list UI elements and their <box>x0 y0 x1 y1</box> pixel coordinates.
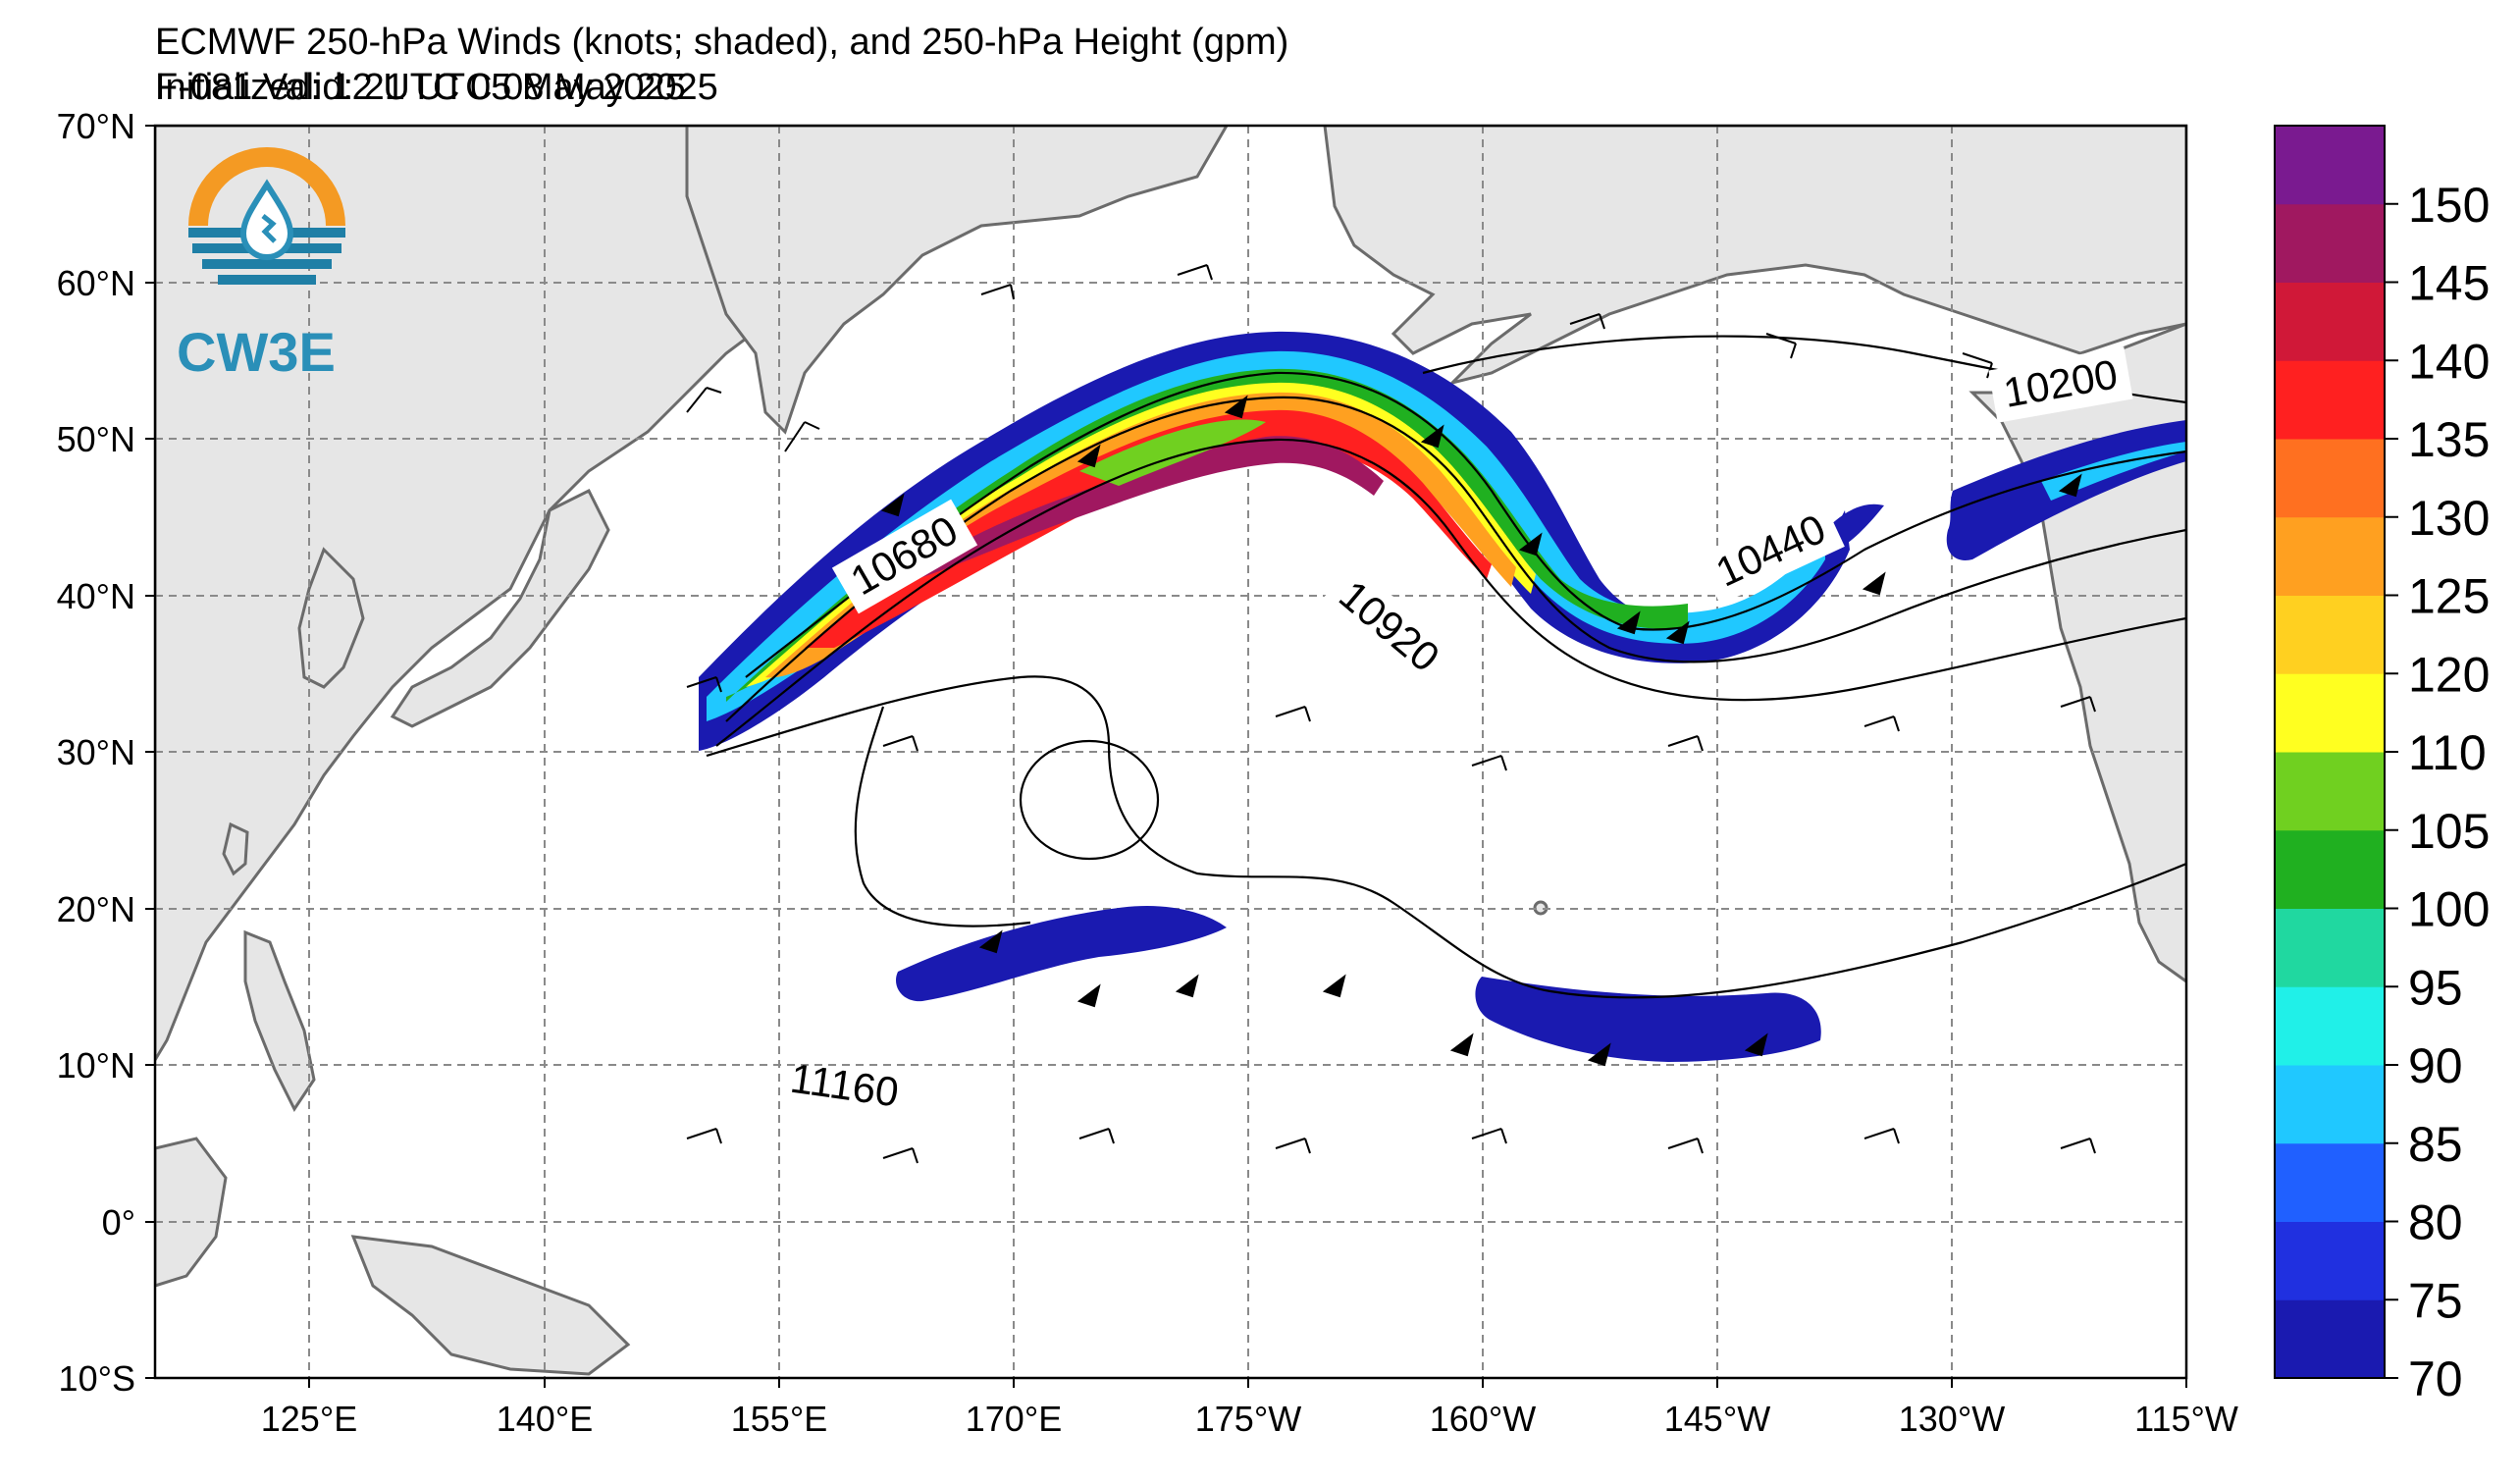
contour-11160 <box>706 675 2186 999</box>
contour-tropical <box>854 706 1031 927</box>
colorbar-tick-label: 95 <box>2408 960 2463 1015</box>
jet-core-green <box>1079 419 1266 486</box>
x-tick-label: 155°E <box>731 1399 827 1439</box>
x-tick-label: 125°E <box>261 1399 357 1439</box>
x-tick-label: 160°W <box>1430 1399 1536 1439</box>
colorbar-tick-label: 100 <box>2408 882 2490 937</box>
x-tick-label: 140°E <box>497 1399 593 1439</box>
barb-row-1 <box>686 264 1993 452</box>
x-tick-label: 145°W <box>1664 1399 1770 1439</box>
colorbar-swatch <box>2275 986 2385 1066</box>
subtropical-jet-east <box>1475 977 1821 1062</box>
colorbar-tick-label: 150 <box>2408 178 2490 233</box>
land-new-guinea <box>350 1235 631 1376</box>
colorbar-swatch <box>2275 360 2385 440</box>
y-tick-label: 60°N <box>57 263 135 303</box>
colorbar-swatch <box>2275 1221 2385 1300</box>
basemap <box>155 126 2186 1376</box>
colorbar-swatch <box>2275 1299 2385 1379</box>
contour-10920 <box>715 438 2186 747</box>
x-tick-label: 115°W <box>2134 1399 2238 1439</box>
y-tick-label: 50°N <box>57 419 135 459</box>
colorbar-swatch <box>2275 829 2385 909</box>
land-korea <box>297 547 365 689</box>
x-tick-label: 130°W <box>1899 1399 2005 1439</box>
logo-text: CW3E <box>177 321 336 383</box>
jet-band-95 <box>726 368 1688 702</box>
colorbar-swatch <box>2275 439 2385 518</box>
colorbar-tick-label: 105 <box>2408 804 2490 859</box>
colorbar-tick-label: 110 <box>2408 725 2487 780</box>
y-tick-label: 20°N <box>57 889 135 929</box>
colorbar-swatch <box>2275 126 2385 205</box>
colorbar-swatch <box>2275 908 2385 987</box>
barb-row-4 <box>978 929 1768 1067</box>
colorbar-tick-label: 70 <box>2408 1351 2463 1406</box>
colorbar-swatch <box>2275 752 2385 831</box>
colorbar-swatch <box>2275 1142 2385 1222</box>
colorbar-tick-label: 130 <box>2408 491 2490 546</box>
barb-row-3 <box>686 676 2096 771</box>
land-japan <box>390 488 610 728</box>
colorbar-tick-label: 90 <box>2408 1038 2463 1093</box>
map-title: ECMWF 250-hPa Winds (knots; shaded), and… <box>155 22 1289 63</box>
colorbar-tick-label: 75 <box>2408 1273 2463 1328</box>
cw3e-logo <box>188 147 345 285</box>
colorbar-tick-label: 145 <box>2408 256 2490 311</box>
y-tick-label: 10°N <box>57 1045 135 1086</box>
init-time: Initialized: 12 UTC 05 May 2025 <box>155 67 686 108</box>
height-contours <box>706 335 2186 999</box>
closed-contour-high <box>1019 739 1160 861</box>
y-tick-label: 0° <box>102 1202 135 1243</box>
land-alaska <box>1323 126 2186 386</box>
colorbar-tick-label: 140 <box>2408 334 2490 389</box>
colorbar-tick-label: 80 <box>2408 1195 2463 1250</box>
valid-time: F-081 Valid: 21 UTC 08 May 2025 <box>155 67 718 108</box>
y-tick-label: 10°S <box>59 1358 135 1399</box>
colorbar-tick-label: 135 <box>2408 412 2490 467</box>
colorbar <box>2274 125 2386 1379</box>
y-axis: 70°N 60°N 50°N 40°N 30°N 20°N 10°N 0° 10… <box>57 106 155 1399</box>
colorbar-ticks: 150 145 140 135 130 125 120 110 105 100 95 90 85 80 75… <box>2385 178 2490 1406</box>
contour-10440 <box>745 371 2186 678</box>
x-tick-label: 175°W <box>1195 1399 1301 1439</box>
colorbar-swatch <box>2275 203 2385 283</box>
jet-band-145 <box>883 436 1384 589</box>
x-axis: 125°E 140°E 155°E 170°E 175°W 160°W 145°… <box>261 1378 2238 1439</box>
y-tick-label: 40°N <box>57 576 135 616</box>
colorbar-tick-label: 120 <box>2408 647 2490 702</box>
contour-10680 <box>725 396 2186 722</box>
colorbar-swatch <box>2275 282 2385 361</box>
y-tick-label: 30°N <box>57 732 135 772</box>
colorbar-tick-label: 125 <box>2408 569 2490 624</box>
colorbar-swatch <box>2275 595 2385 674</box>
x-tick-label: 170°E <box>966 1399 1062 1439</box>
land-taiwan <box>222 821 249 876</box>
barb-row-2 <box>880 395 2082 645</box>
land-indonesia <box>155 1137 228 1288</box>
colorbar-swatch <box>2275 1065 2385 1144</box>
wind-barbs <box>686 264 2096 1164</box>
colorbar-tick-label: 85 <box>2408 1117 2463 1172</box>
barb-row-5 <box>686 1128 2096 1164</box>
land-siberia <box>685 126 1229 435</box>
subtropical-jet-west <box>895 905 1227 1002</box>
colorbar-swatch <box>2275 516 2385 596</box>
y-tick-label: 70°N <box>57 106 135 146</box>
logo-sun-arc <box>188 147 345 226</box>
colorbar-swatch <box>2275 673 2385 753</box>
